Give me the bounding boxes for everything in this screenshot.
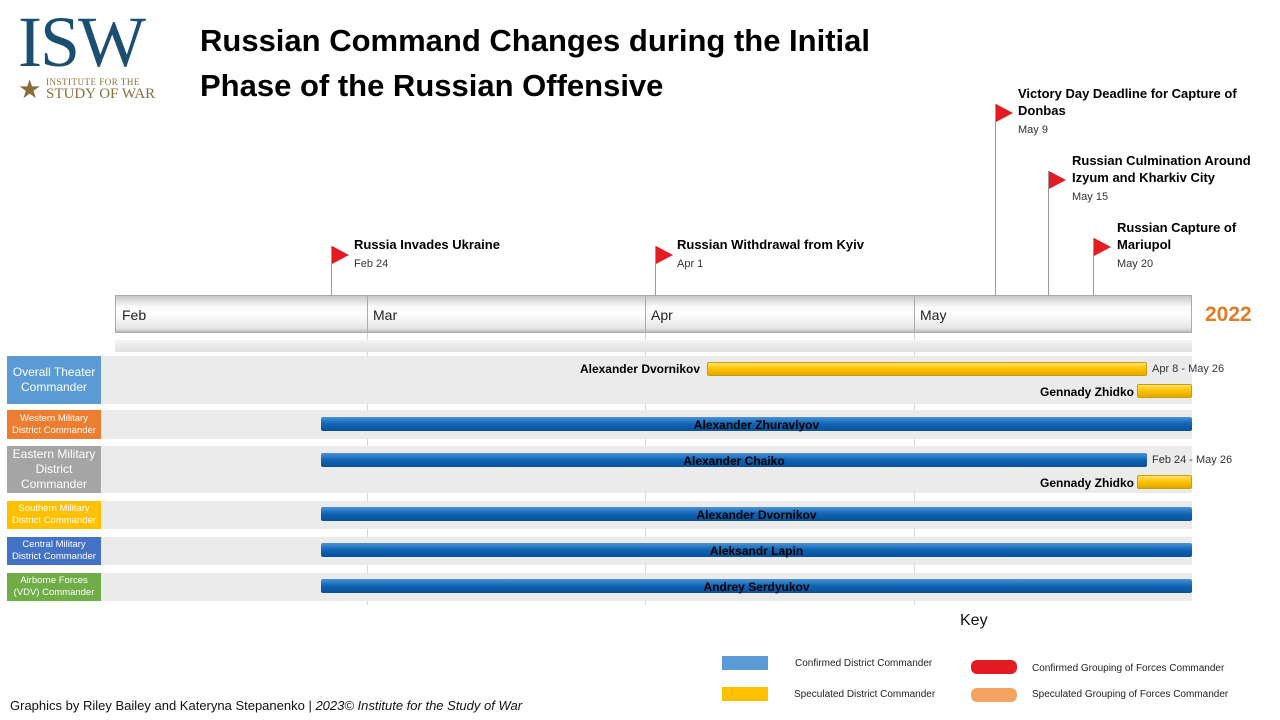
year-label: 2022	[1205, 303, 1252, 326]
event-title: Russian Withdrawal from Kyiv	[677, 237, 864, 252]
event-pole	[1048, 171, 1049, 295]
tick	[645, 296, 646, 333]
footer-credit: Graphics by Riley Bailey and Kateryna St…	[10, 698, 522, 713]
tick	[914, 296, 915, 333]
speculated-bar	[707, 362, 1147, 376]
row-label-southern: Southern Military District Commander	[7, 501, 101, 529]
event-pole	[1093, 238, 1094, 295]
flag-icon	[656, 246, 673, 264]
speculated-bar	[1137, 475, 1192, 489]
confirmed-bar	[321, 453, 1147, 467]
row-label-airborne: Airborne Forces (VDV) Commander	[7, 573, 101, 601]
tick	[367, 296, 368, 333]
confirmed-bar	[321, 543, 1192, 557]
date-range: Apr 8 - May 26	[1152, 363, 1225, 375]
commander-name: Alexander Zhuravlyov	[693, 418, 820, 432]
key-swatch	[971, 688, 1017, 702]
flag-icon	[332, 246, 349, 264]
commander-name: Gennady Zhidko	[1039, 385, 1134, 399]
key-swatch	[971, 660, 1017, 674]
commander-name: Alexander Dvornikov	[696, 508, 817, 522]
event-pole	[331, 246, 332, 295]
logo-text: ISW	[18, 2, 146, 82]
key-swatch	[722, 687, 768, 701]
key-label: Confirmed Grouping of Forces Commander	[1032, 663, 1225, 674]
event-date: Apr 1	[677, 258, 704, 270]
title-line1: Russian Command Changes during the Initi…	[200, 23, 871, 58]
flag-icon	[1094, 238, 1111, 256]
credit-text: Graphics by Riley Bailey and Kateryna St…	[10, 698, 316, 713]
commander-name: Andrey Serdyukov	[703, 580, 810, 594]
key-label: Confirmed District Commander	[795, 658, 933, 669]
month-label: Feb	[122, 307, 147, 323]
commander-name: Alexander Dvornikov	[579, 362, 700, 376]
row-label-central: Central Military District Commander	[7, 537, 101, 565]
star-icon: ★	[18, 74, 42, 104]
date-range: Feb 24 - May 26	[1152, 454, 1233, 466]
row-label-western: Western Military District Commander	[7, 410, 101, 439]
event-title: Victory Day Deadline for Capture of Donb…	[1018, 86, 1237, 118]
key-label: Speculated District Commander	[794, 689, 936, 700]
event-date: May 9	[1018, 124, 1048, 136]
commander-name: Gennady Zhidko	[1039, 476, 1134, 490]
event-title: Russian Culmination Around Izyum and Kha…	[1072, 153, 1251, 185]
key-label: Speculated Grouping of Forces Commander	[1032, 689, 1229, 700]
month-label: May	[920, 307, 947, 323]
logo-line1: INSTITUTE FOR THE	[46, 77, 140, 87]
timeline-axis	[115, 295, 1192, 333]
confirmed-bar	[321, 507, 1192, 521]
commander-name: Alexander Chaiko	[683, 454, 785, 468]
confirmed-bar	[321, 417, 1192, 431]
row-label-eastern: Eastern Military District Commander	[7, 446, 101, 493]
title-line2: Phase of the Russian Offensive	[200, 68, 664, 103]
event-date: May 20	[1117, 258, 1154, 270]
month-label: Mar	[373, 307, 398, 323]
event-title: Russian Capture of Mariupol	[1117, 220, 1237, 252]
axis-shadow	[115, 340, 1192, 352]
event-pole	[995, 104, 996, 295]
month-label: Apr	[651, 307, 673, 323]
flag-icon	[1049, 171, 1066, 189]
key-swatch	[722, 656, 768, 670]
event-date: May 15	[1072, 191, 1109, 203]
logo-line2: STUDY OF WAR	[46, 86, 156, 102]
row-label-overall-theater: Overall Theater Commander	[7, 356, 101, 404]
flag-icon	[996, 104, 1013, 122]
event-date: Feb 24	[354, 258, 389, 270]
event-pole	[655, 246, 656, 295]
key-title: Key	[960, 612, 988, 629]
event-title: Russia Invades Ukraine	[354, 237, 500, 252]
copyright-text: 2023© Institute for the Study of War	[315, 698, 523, 713]
confirmed-bar	[321, 579, 1192, 593]
commander-name: Aleksandr Lapin	[709, 544, 804, 558]
speculated-bar	[1137, 384, 1192, 398]
page-title: Russian Command Changes during the Initi…	[200, 18, 870, 108]
